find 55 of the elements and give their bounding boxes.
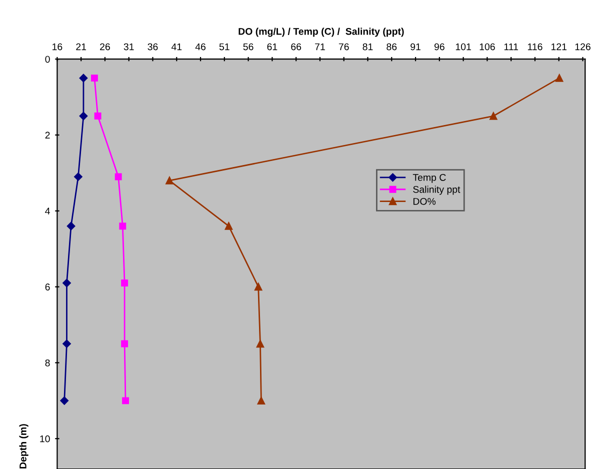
x-tick-label: 86 xyxy=(386,43,397,50)
point xyxy=(254,283,262,291)
point xyxy=(60,396,68,405)
point xyxy=(257,396,266,404)
x-tick-label: 66 xyxy=(291,43,302,50)
point xyxy=(74,172,82,181)
x-tick-label: 126 xyxy=(575,43,590,50)
point xyxy=(119,222,126,230)
x-tick-label: 111 xyxy=(504,43,518,50)
x-tick-label: 56 xyxy=(243,43,254,50)
y-axis-title: Depth (m) xyxy=(19,424,28,468)
x-tick-label: 101 xyxy=(456,43,471,50)
y-tick-label: 6 xyxy=(45,284,50,290)
legend-label: Salinity ppt xyxy=(413,186,460,195)
x-tick-label: 96 xyxy=(434,43,444,50)
point xyxy=(79,112,88,120)
x-axis-title: DO (mg/L) / Temp (C) / Salinity (ppt) xyxy=(238,28,404,37)
x-tick-label: 36 xyxy=(148,43,158,50)
x-tick-label: 121 xyxy=(551,43,567,50)
point xyxy=(62,340,71,348)
point xyxy=(256,340,264,348)
point xyxy=(121,280,128,286)
y-tick-label: 8 xyxy=(45,359,50,366)
x-tick-label: 46 xyxy=(195,43,206,50)
x-tick-label: 91 xyxy=(410,43,420,50)
x-tick-label: 51 xyxy=(219,43,230,50)
x-tick-label: 71 xyxy=(315,43,325,50)
y-tick-label: 10 xyxy=(40,435,50,442)
point xyxy=(94,112,102,120)
point xyxy=(114,173,122,180)
x-tick-label: 16 xyxy=(52,43,62,50)
x-tick-label: 76 xyxy=(338,43,349,50)
x-tick-label: 106 xyxy=(480,43,495,50)
point xyxy=(66,222,76,230)
point xyxy=(62,278,71,288)
x-tick-label: 21 xyxy=(76,43,86,50)
x-tick-label: 31 xyxy=(124,43,134,50)
x-tick-label: 116 xyxy=(528,43,542,50)
point xyxy=(490,112,498,120)
point xyxy=(556,74,564,82)
y-tick-label: 2 xyxy=(45,132,50,139)
x-tick-label: 26 xyxy=(100,43,110,50)
legend-label: Temp C xyxy=(412,174,446,183)
y-tick-label: 0 xyxy=(45,56,50,63)
point xyxy=(166,176,174,184)
x-tick-label: 81 xyxy=(362,43,373,50)
point xyxy=(224,222,233,230)
point xyxy=(90,74,98,82)
point xyxy=(79,74,88,82)
x-tick-label: 41 xyxy=(171,43,182,50)
point xyxy=(121,340,128,348)
y-tick-label: 4 xyxy=(45,208,50,214)
legend-label: DO% xyxy=(413,198,436,205)
x-tick-label: 61 xyxy=(267,43,278,50)
point xyxy=(122,397,129,404)
